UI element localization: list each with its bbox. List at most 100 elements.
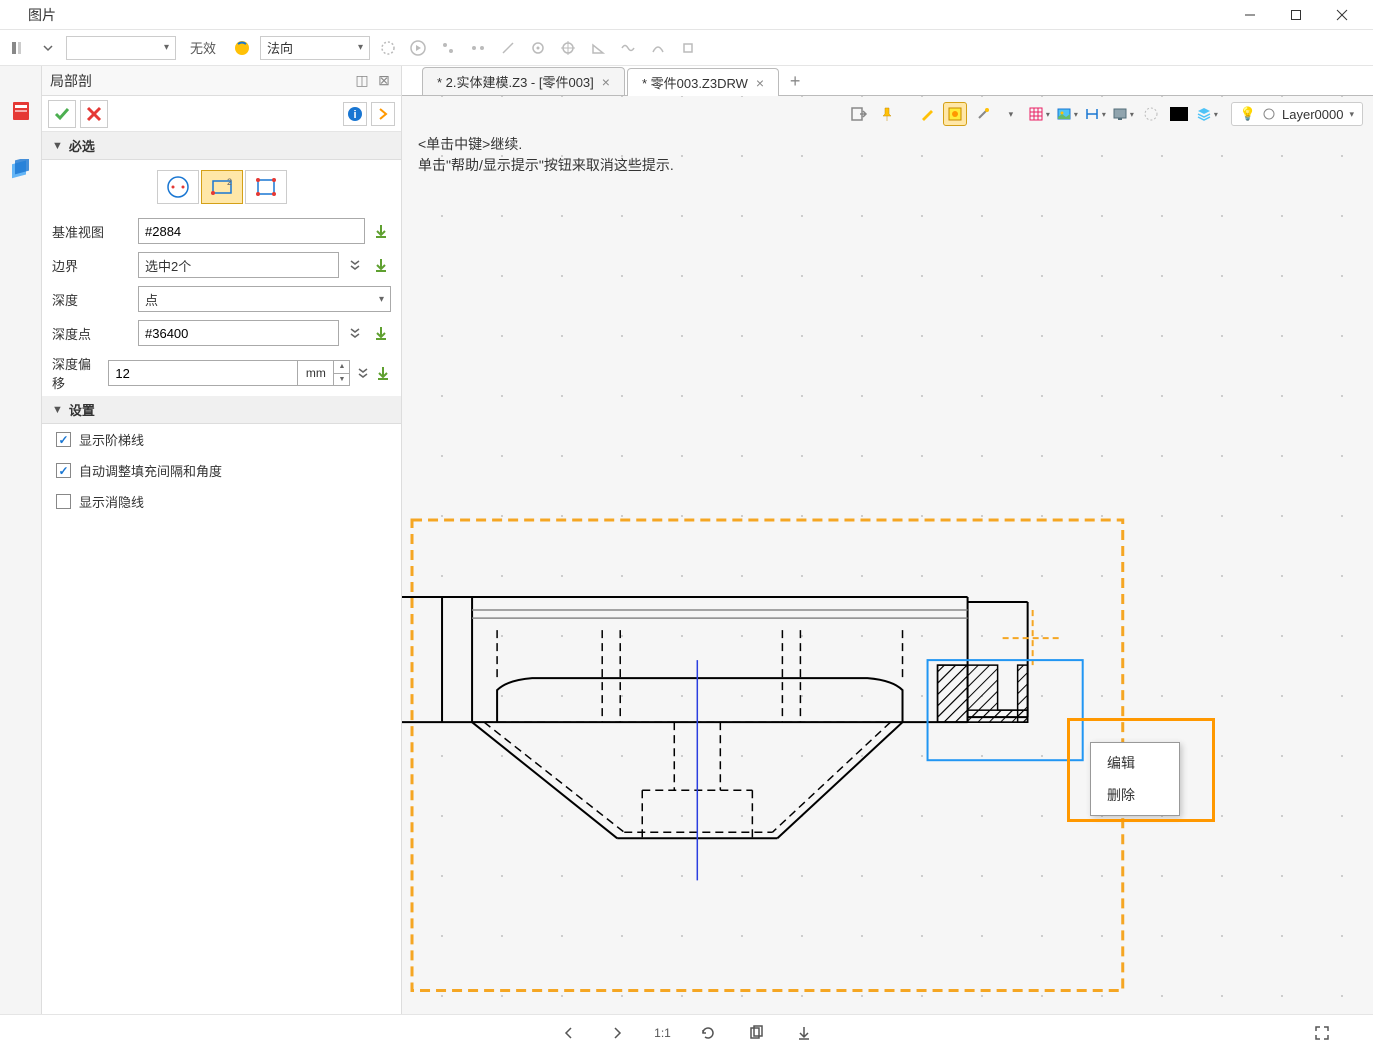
document-tabs: * 2.实体建模.Z3 - [零件003] × * 零件003.Z3DRW × … xyxy=(402,66,1373,96)
depth-offset-expand[interactable] xyxy=(356,360,369,386)
depth-offset-pick[interactable] xyxy=(375,360,391,386)
maximize-button[interactable] xyxy=(1273,0,1319,30)
line-icon[interactable] xyxy=(496,36,520,60)
confirm-button[interactable] xyxy=(48,100,76,128)
info-button[interactable]: i xyxy=(343,102,367,126)
boundary-input[interactable]: 选中2个 xyxy=(138,252,339,278)
show-hidden-checkbox[interactable] xyxy=(56,494,71,509)
normal-dir-label: 法向 xyxy=(267,38,293,57)
panel-actionbar: i xyxy=(42,96,401,132)
tab-2-close[interactable]: × xyxy=(756,75,764,91)
panel-title: 局部剖 xyxy=(50,71,353,91)
section-collapse-icon: ▼ xyxy=(52,404,63,416)
show-hidden-label: 显示消隐线 xyxy=(79,492,144,511)
depth-point-input[interactable] xyxy=(138,320,339,346)
titlebar: 图片 xyxy=(0,0,1373,30)
expand-button[interactable] xyxy=(371,102,395,126)
left-rail xyxy=(0,66,42,1014)
bb-download[interactable] xyxy=(793,1022,815,1044)
tab-1-label: * 2.实体建模.Z3 - [零件003] xyxy=(437,72,594,91)
mode-selector: 2 xyxy=(42,160,401,214)
base-view-input[interactable] xyxy=(138,218,365,244)
angle-icon[interactable] xyxy=(586,36,610,60)
bb-rotate[interactable] xyxy=(697,1022,719,1044)
mode-poly[interactable] xyxy=(245,170,287,204)
bottombar: 1:1 xyxy=(0,1014,1373,1050)
properties-panel: 局部剖 ◫ ⊠ i ▼ 必选 xyxy=(42,66,402,1014)
base-view-pick[interactable] xyxy=(371,218,391,244)
window-title: 图片 xyxy=(8,5,56,25)
panel-header: 局部剖 ◫ ⊠ xyxy=(42,66,401,96)
arc-icon[interactable] xyxy=(646,36,670,60)
settings-section-header[interactable]: ▼ 设置 xyxy=(42,396,401,424)
tab-1-close[interactable]: × xyxy=(602,74,610,90)
circle-icon[interactable] xyxy=(526,36,550,60)
boundary-expand[interactable] xyxy=(345,252,365,278)
filter-icon[interactable] xyxy=(6,36,30,60)
tab-2[interactable]: * 零件003.Z3DRW × xyxy=(627,68,779,96)
tool-icon-11[interactable] xyxy=(676,36,700,60)
boundary-pick[interactable] xyxy=(371,252,391,278)
required-section-label: 必选 xyxy=(69,136,95,155)
panel-restore-icon[interactable]: ◫ xyxy=(353,72,371,90)
tool-icon-3[interactable] xyxy=(436,36,460,60)
minimize-button[interactable] xyxy=(1227,0,1273,30)
wave-icon[interactable] xyxy=(616,36,640,60)
bb-fullscreen[interactable] xyxy=(1311,1022,1333,1044)
mode-rect[interactable]: 2 xyxy=(201,170,243,204)
section-collapse-icon: ▼ xyxy=(52,140,63,152)
base-view-label: 基准视图 xyxy=(52,222,132,241)
bb-forward[interactable] xyxy=(606,1022,628,1044)
auto-adjust-row[interactable]: 自动调整填充间隔和角度 xyxy=(42,455,401,486)
rail-icon-1[interactable] xyxy=(6,96,36,126)
show-hidden-row[interactable]: 显示消隐线 xyxy=(42,486,401,517)
depth-offset-input[interactable] xyxy=(109,361,297,385)
depth-select[interactable]: 点 ▾ xyxy=(138,286,391,312)
boundary-row: 边界 选中2个 xyxy=(42,248,401,282)
panel-close-icon[interactable]: ⊠ xyxy=(375,72,393,90)
base-view-row: 基准视图 xyxy=(42,214,401,248)
bb-copy[interactable] xyxy=(745,1022,767,1044)
svg-text:2: 2 xyxy=(227,177,232,187)
depth-point-expand[interactable] xyxy=(345,320,365,346)
invalid-label: 无效 xyxy=(182,38,224,57)
depth-point-pick[interactable] xyxy=(371,320,391,346)
depth-offset-row: 深度偏移 mm ▲▼ xyxy=(42,350,401,396)
play-icon[interactable] xyxy=(406,36,430,60)
show-step-lines-checkbox[interactable] xyxy=(56,432,71,447)
auto-adjust-checkbox[interactable] xyxy=(56,463,71,478)
tab-add-button[interactable]: + xyxy=(781,67,809,95)
canvas-area: * 2.实体建模.Z3 - [零件003] × * 零件003.Z3DRW × … xyxy=(402,66,1373,1014)
target-icon[interactable] xyxy=(556,36,580,60)
show-step-lines-row[interactable]: 显示阶梯线 xyxy=(42,424,401,455)
tool-icon-1[interactable] xyxy=(376,36,400,60)
tab-2-label: * 零件003.Z3DRW xyxy=(642,73,748,92)
depth-label: 深度 xyxy=(52,290,132,309)
show-step-lines-label: 显示阶梯线 xyxy=(79,430,144,449)
globe-icon[interactable] xyxy=(230,36,254,60)
normal-dir-select[interactable]: 法向 ▾ xyxy=(260,36,370,60)
cancel-button[interactable] xyxy=(80,100,108,128)
orange-highlight-box xyxy=(1067,718,1215,822)
depth-offset-input-group: mm ▲▼ xyxy=(108,360,350,386)
depth-point-label: 深度点 xyxy=(52,324,132,343)
depth-offset-stepper[interactable]: ▲▼ xyxy=(333,361,349,385)
bb-back[interactable] xyxy=(558,1022,580,1044)
filter-dropdown-icon[interactable] xyxy=(36,36,60,60)
close-button[interactable] xyxy=(1319,0,1365,30)
auto-adjust-label: 自动调整填充间隔和角度 xyxy=(79,461,222,480)
tab-1[interactable]: * 2.实体建模.Z3 - [零件003] × xyxy=(422,67,625,95)
required-section-header[interactable]: ▼ 必选 xyxy=(42,132,401,160)
settings-section-label: 设置 xyxy=(69,400,95,419)
tool-icon-4[interactable] xyxy=(466,36,490,60)
depth-row: 深度 点 ▾ xyxy=(42,282,401,316)
mode-circle[interactable] xyxy=(157,170,199,204)
depth-point-row: 深度点 xyxy=(42,316,401,350)
toolbar-select-1[interactable]: ▾ xyxy=(66,36,176,60)
bb-ratio[interactable]: 1:1 xyxy=(654,1022,671,1044)
main-toolbar: ▾ 无效 法向 ▾ xyxy=(0,30,1373,66)
drawing-viewport[interactable]: <单击中键>继续. 单击"帮助/显示提示"按钮来取消这些提示. ▾ ▾ ▾ ▾ … xyxy=(402,96,1373,1014)
rail-icon-2[interactable] xyxy=(6,156,36,186)
boundary-label: 边界 xyxy=(52,256,132,275)
svg-text:i: i xyxy=(353,109,356,121)
